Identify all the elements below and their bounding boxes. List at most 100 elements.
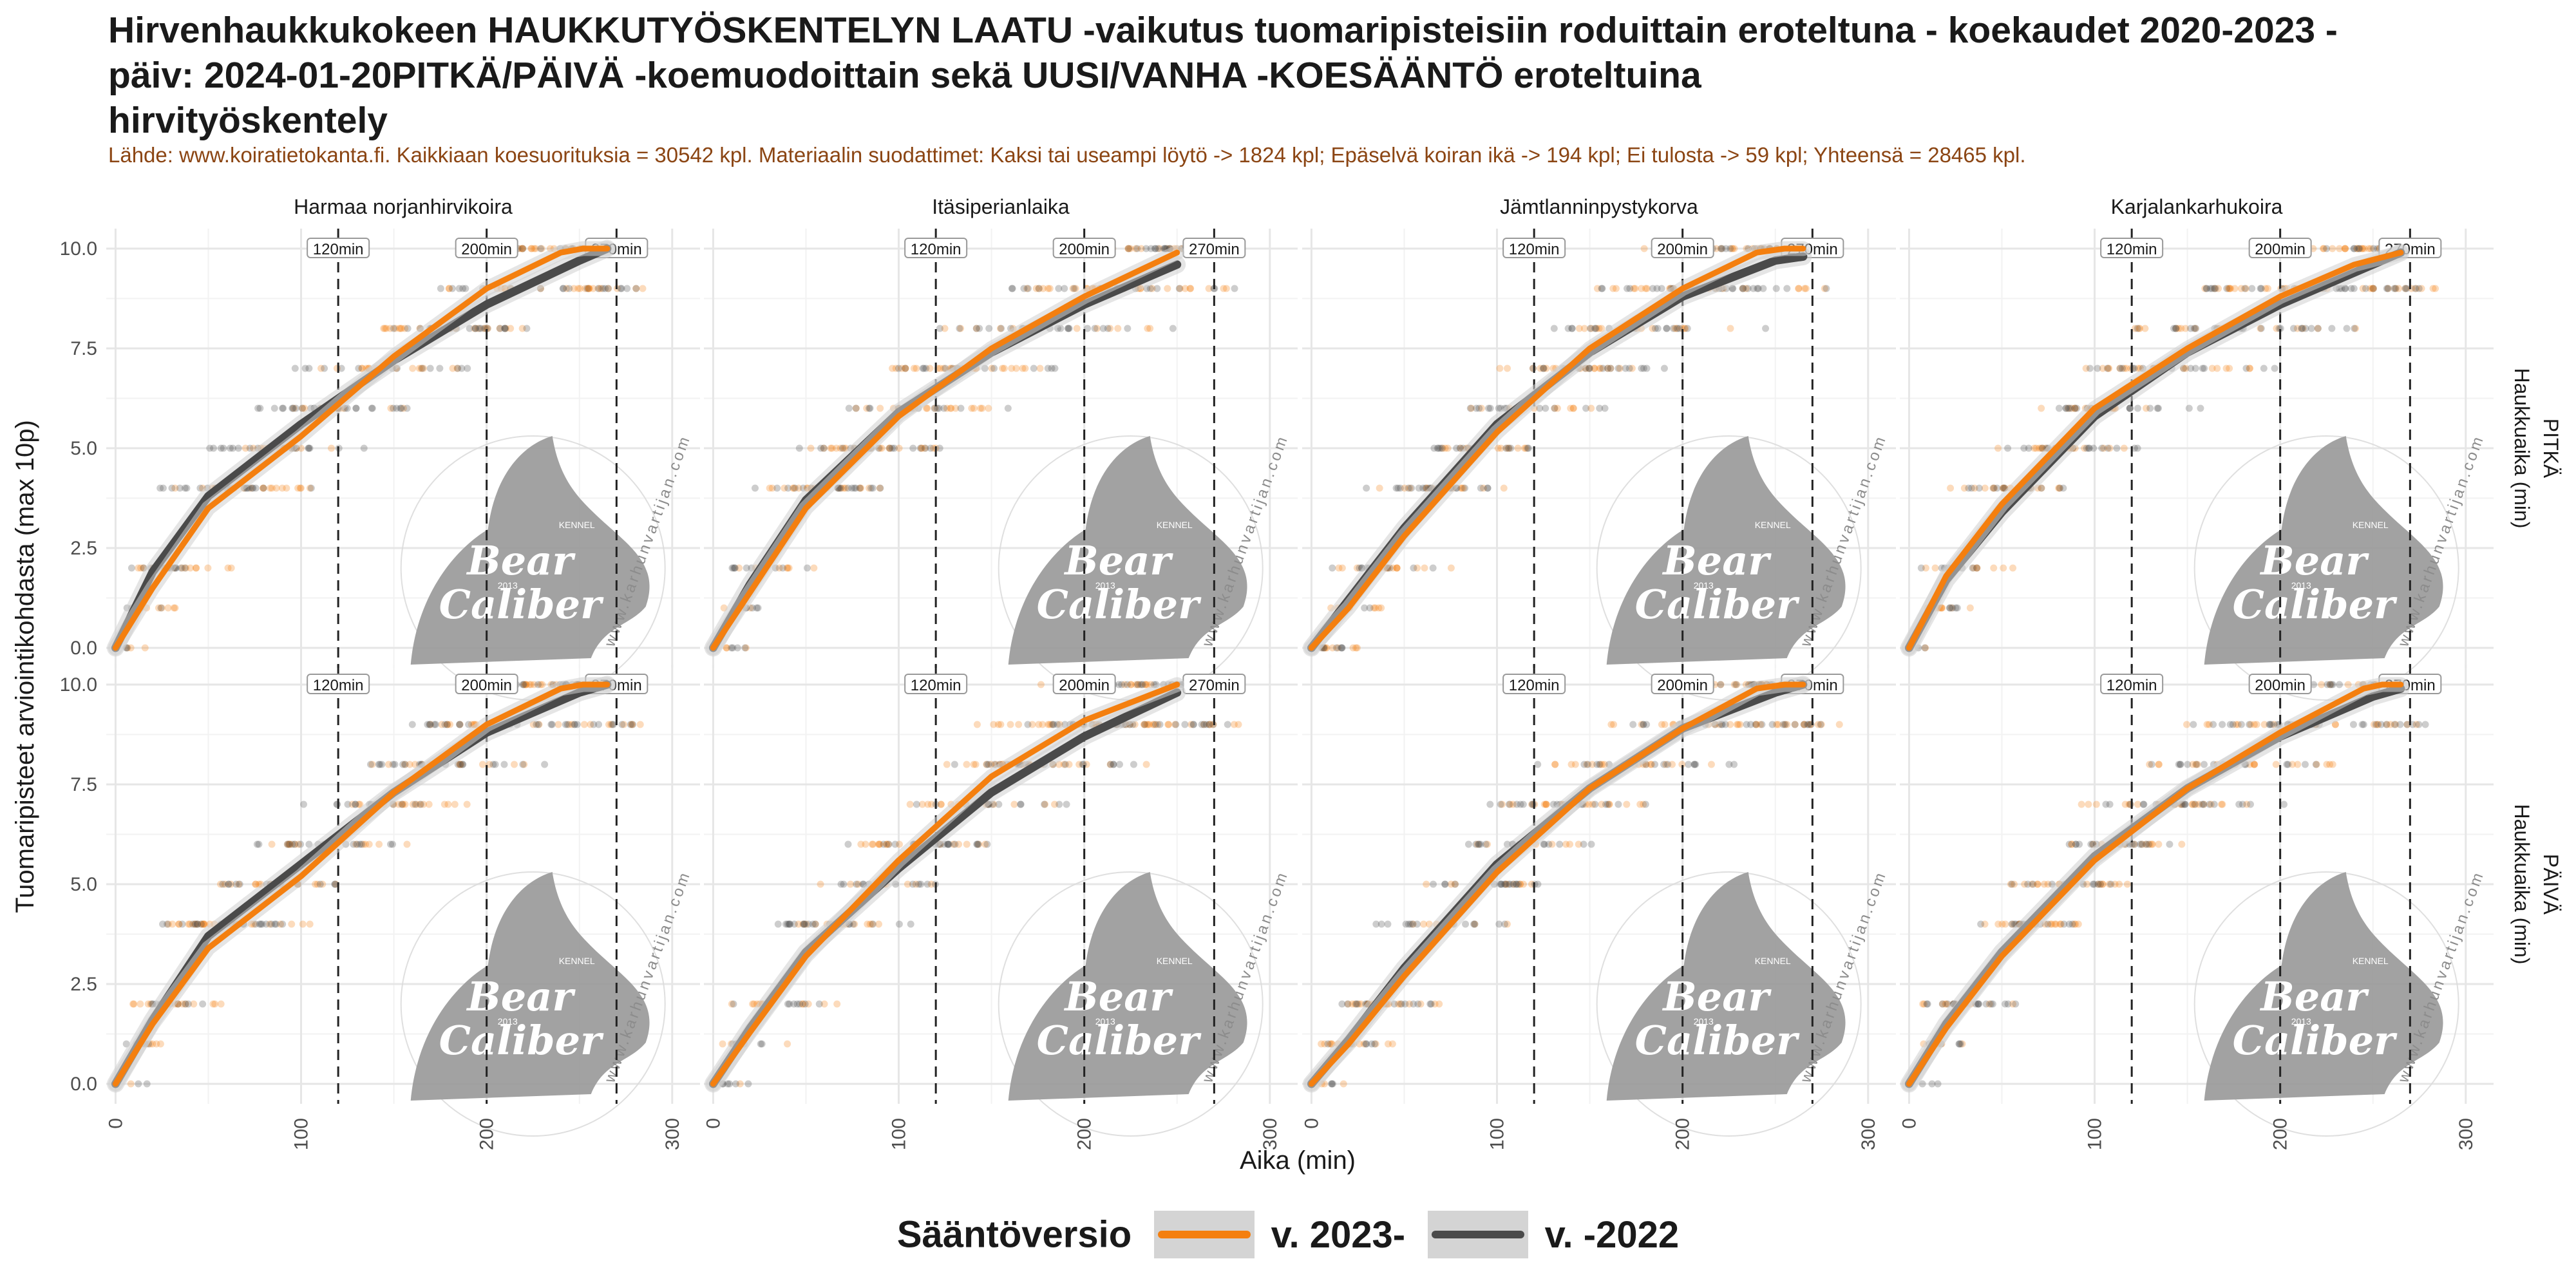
data-point [1985, 1000, 1993, 1008]
data-point [1598, 285, 1606, 292]
data-point [1429, 880, 1437, 888]
data-point [1669, 325, 1677, 332]
data-point [1946, 604, 1953, 612]
data-point [1393, 564, 1401, 572]
y-tick-label: 2.5 [70, 974, 97, 995]
data-point [127, 644, 135, 652]
data-point [1971, 484, 1978, 492]
data-point [2083, 880, 2091, 888]
data-point [2193, 761, 2201, 768]
data-point [2105, 365, 2113, 372]
data-point [2187, 365, 2195, 372]
data-point [1072, 285, 1079, 292]
data-point [1795, 285, 1803, 292]
data-point [1222, 285, 1230, 292]
data-point [1725, 761, 1733, 768]
data-point [2069, 920, 2076, 928]
data-point [1539, 365, 1547, 372]
data-point [1530, 800, 1537, 808]
data-point [2264, 285, 2271, 292]
data-point [522, 681, 529, 688]
data-point [1605, 800, 1613, 808]
data-point [277, 920, 285, 928]
data-point [2369, 285, 2377, 292]
data-point [520, 681, 527, 688]
data-point [2246, 365, 2254, 372]
data-point [878, 444, 886, 452]
watermark-year: 2013 [1095, 580, 1115, 591]
data-point [1050, 721, 1057, 728]
data-point [2273, 325, 2280, 332]
data-point [1368, 1040, 1376, 1048]
data-point [164, 920, 171, 928]
data-point [869, 920, 876, 928]
data-point [2072, 840, 2079, 848]
data-point [1106, 325, 1114, 332]
data-point [1707, 761, 1715, 768]
data-point [455, 285, 463, 292]
data-point [1349, 1000, 1356, 1008]
data-point [1970, 564, 1978, 572]
data-point [840, 444, 848, 452]
data-point [1017, 800, 1025, 808]
data-point [354, 840, 361, 848]
x-tick-label: 0 [1301, 1118, 1322, 1129]
data-point [1421, 564, 1428, 572]
data-point [2201, 365, 2208, 372]
data-point [1200, 721, 1208, 728]
data-point [2166, 840, 2174, 848]
data-point [741, 644, 749, 652]
data-point [869, 840, 877, 848]
data-point [2073, 404, 2081, 412]
data-point [1371, 1040, 1379, 1048]
data-point [1037, 681, 1045, 688]
data-point [1332, 644, 1340, 652]
data-point [296, 484, 304, 492]
data-point [1041, 800, 1048, 808]
data-point [1947, 484, 1955, 492]
x-tick-label: 0 [105, 1118, 126, 1129]
data-point [2351, 325, 2358, 332]
data-point [2206, 285, 2214, 292]
data-point [2096, 880, 2104, 888]
data-point [355, 365, 363, 372]
data-point [907, 920, 914, 928]
data-point [2262, 285, 2269, 292]
data-point [1408, 920, 1416, 928]
data-point [368, 404, 375, 412]
data-point [1441, 880, 1449, 888]
data-point [426, 721, 433, 728]
data-point [299, 800, 307, 808]
data-point [471, 325, 478, 332]
data-point [2210, 800, 2218, 808]
reference-label-box-200 [2248, 238, 2312, 258]
data-point [392, 325, 399, 332]
data-point [2401, 285, 2409, 292]
data-point [1598, 800, 1605, 808]
reference-label-120: 120min [2107, 677, 2157, 694]
data-point [395, 800, 402, 808]
data-point [2200, 800, 2208, 808]
data-point [314, 880, 321, 888]
data-point [1918, 1080, 1926, 1088]
data-point [918, 800, 926, 808]
data-point [1629, 721, 1637, 728]
data-point [1482, 840, 1490, 848]
data-point [270, 404, 278, 412]
data-point [149, 1040, 156, 1048]
data-point [1340, 1080, 1347, 1088]
data-point [548, 721, 556, 728]
reference-label-120: 120min [911, 241, 961, 258]
data-point [1434, 444, 1441, 452]
data-point [290, 404, 298, 412]
data-point [1142, 681, 1150, 688]
data-point [2065, 404, 2072, 412]
data-point [795, 444, 803, 452]
data-point [2370, 721, 2378, 728]
data-point [399, 800, 406, 808]
data-point [974, 840, 982, 848]
data-point [1501, 880, 1508, 888]
data-point [1754, 285, 1762, 292]
